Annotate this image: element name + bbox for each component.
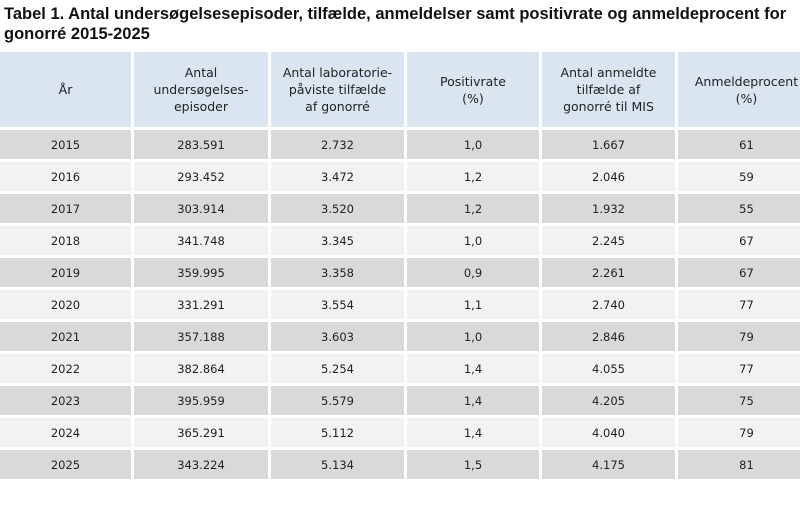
test-episodes-cell: 331.291 bbox=[134, 290, 268, 319]
test-episodes-cell: 357.188 bbox=[134, 322, 268, 351]
year-cell: 2017 bbox=[0, 194, 131, 223]
table-row: 2021 357.188 3.603 1,0 2.846 79 bbox=[0, 322, 800, 351]
test-episodes-cell: 382.864 bbox=[134, 354, 268, 383]
positive-rate-cell: 1,0 bbox=[407, 226, 539, 255]
notification-percent-cell: 79 bbox=[678, 322, 800, 351]
lab-cases-cell: 3.520 bbox=[271, 194, 404, 223]
notification-percent-cell: 79 bbox=[678, 418, 800, 447]
notified-cases-cell: 2.046 bbox=[542, 162, 675, 191]
lab-cases-cell: 5.112 bbox=[271, 418, 404, 447]
table-row: 2016 293.452 3.472 1,2 2.046 59 bbox=[0, 162, 800, 191]
year-cell: 2024 bbox=[0, 418, 131, 447]
lab-cases-cell: 3.603 bbox=[271, 322, 404, 351]
lab-cases-cell: 2.732 bbox=[271, 130, 404, 159]
header-year: År bbox=[0, 52, 131, 127]
year-cell: 2019 bbox=[0, 258, 131, 287]
notified-cases-cell: 2.245 bbox=[542, 226, 675, 255]
header-notification-percent: Anmeldeprocent (%) bbox=[678, 52, 800, 127]
notification-percent-cell: 75 bbox=[678, 386, 800, 415]
positive-rate-cell: 1,5 bbox=[407, 450, 539, 479]
table-row: 2015 283.591 2.732 1,0 1.667 61 bbox=[0, 130, 800, 159]
table-row: 2017 303.914 3.520 1,2 1.932 55 bbox=[0, 194, 800, 223]
header-test-episodes: Antal undersøgelses- episoder bbox=[134, 52, 268, 127]
table-row: 2023 395.959 5.579 1,4 4.205 75 bbox=[0, 386, 800, 415]
notified-cases-cell: 4.205 bbox=[542, 386, 675, 415]
table-row: 2024 365.291 5.112 1,4 4.040 79 bbox=[0, 418, 800, 447]
year-cell: 2021 bbox=[0, 322, 131, 351]
notified-cases-cell: 1.932 bbox=[542, 194, 675, 223]
year-cell: 2022 bbox=[0, 354, 131, 383]
notified-cases-cell: 2.740 bbox=[542, 290, 675, 319]
gonorrhea-table: År Antal undersøgelses- episoder Antal l… bbox=[0, 49, 800, 482]
year-cell: 2018 bbox=[0, 226, 131, 255]
lab-cases-cell: 5.579 bbox=[271, 386, 404, 415]
positive-rate-cell: 1,0 bbox=[407, 130, 539, 159]
positive-rate-cell: 1,4 bbox=[407, 354, 539, 383]
positive-rate-cell: 1,2 bbox=[407, 194, 539, 223]
lab-cases-cell: 5.134 bbox=[271, 450, 404, 479]
test-episodes-cell: 283.591 bbox=[134, 130, 268, 159]
table-row: 2018 341.748 3.345 1,0 2.245 67 bbox=[0, 226, 800, 255]
positive-rate-cell: 1,4 bbox=[407, 418, 539, 447]
table-row: 2020 331.291 3.554 1,1 2.740 77 bbox=[0, 290, 800, 319]
year-cell: 2016 bbox=[0, 162, 131, 191]
test-episodes-cell: 293.452 bbox=[134, 162, 268, 191]
lab-cases-cell: 5.254 bbox=[271, 354, 404, 383]
test-episodes-cell: 343.224 bbox=[134, 450, 268, 479]
notification-percent-cell: 59 bbox=[678, 162, 800, 191]
test-episodes-cell: 303.914 bbox=[134, 194, 268, 223]
year-cell: 2023 bbox=[0, 386, 131, 415]
lab-cases-cell: 3.345 bbox=[271, 226, 404, 255]
positive-rate-cell: 0,9 bbox=[407, 258, 539, 287]
notification-percent-cell: 67 bbox=[678, 258, 800, 287]
notified-cases-cell: 2.261 bbox=[542, 258, 675, 287]
notified-cases-cell: 1.667 bbox=[542, 130, 675, 159]
header-row: År Antal undersøgelses- episoder Antal l… bbox=[0, 52, 800, 127]
notified-cases-cell: 4.175 bbox=[542, 450, 675, 479]
positive-rate-cell: 1,2 bbox=[407, 162, 539, 191]
test-episodes-cell: 341.748 bbox=[134, 226, 268, 255]
header-positive-rate: Positivrate (%) bbox=[407, 52, 539, 127]
positive-rate-cell: 1,1 bbox=[407, 290, 539, 319]
year-cell: 2025 bbox=[0, 450, 131, 479]
notified-cases-cell: 4.055 bbox=[542, 354, 675, 383]
notification-percent-cell: 77 bbox=[678, 354, 800, 383]
positive-rate-cell: 1,4 bbox=[407, 386, 539, 415]
notification-percent-cell: 55 bbox=[678, 194, 800, 223]
table-row: 2022 382.864 5.254 1,4 4.055 77 bbox=[0, 354, 800, 383]
notification-percent-cell: 77 bbox=[678, 290, 800, 319]
header-lab-cases: Antal laboratorie- påviste tilfælde af g… bbox=[271, 52, 404, 127]
year-cell: 2020 bbox=[0, 290, 131, 319]
lab-cases-cell: 3.472 bbox=[271, 162, 404, 191]
test-episodes-cell: 359.995 bbox=[134, 258, 268, 287]
test-episodes-cell: 365.291 bbox=[134, 418, 268, 447]
positive-rate-cell: 1,0 bbox=[407, 322, 539, 351]
table-row: 2025 343.224 5.134 1,5 4.175 81 bbox=[0, 450, 800, 479]
lab-cases-cell: 3.554 bbox=[271, 290, 404, 319]
year-cell: 2015 bbox=[0, 130, 131, 159]
table-title: Tabel 1. Antal undersøgelsesepisoder, ti… bbox=[4, 5, 787, 43]
header-notified-cases: Antal anmeldte tilfælde af gonorré til M… bbox=[542, 52, 675, 127]
table-row: 2019 359.995 3.358 0,9 2.261 67 bbox=[0, 258, 800, 287]
notified-cases-cell: 4.040 bbox=[542, 418, 675, 447]
lab-cases-cell: 3.358 bbox=[271, 258, 404, 287]
notified-cases-cell: 2.846 bbox=[542, 322, 675, 351]
test-episodes-cell: 395.959 bbox=[134, 386, 268, 415]
notification-percent-cell: 61 bbox=[678, 130, 800, 159]
notification-percent-cell: 81 bbox=[678, 450, 800, 479]
notification-percent-cell: 67 bbox=[678, 226, 800, 255]
